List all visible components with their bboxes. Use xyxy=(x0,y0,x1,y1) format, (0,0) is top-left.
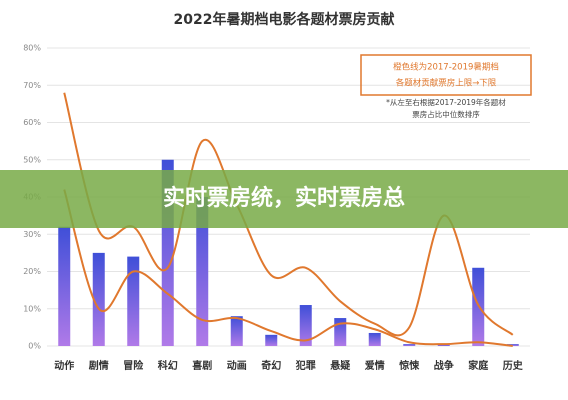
x-tick-label: 惊悚 xyxy=(399,359,420,372)
x-tick-label: 剧情 xyxy=(89,359,109,372)
y-tick-label: 70% xyxy=(23,81,41,90)
bar xyxy=(265,334,278,346)
chart-title: 2022年暑期档电影各题材票房贡献 xyxy=(174,11,395,28)
x-tick-label: 犯罪 xyxy=(295,359,316,372)
x-tick-label: 历史 xyxy=(503,359,524,372)
bar xyxy=(196,197,209,346)
note-text: 各题材贡献票房上限→下限 xyxy=(396,78,497,89)
bar xyxy=(299,305,312,346)
x-tick-label: 科幻 xyxy=(158,359,178,372)
note-text: *从左至右根据2017-2019年各题材 xyxy=(386,97,506,107)
bar xyxy=(58,226,71,346)
bar xyxy=(403,344,416,346)
x-tick-label: 喜剧 xyxy=(192,359,212,372)
bar xyxy=(437,344,450,346)
y-tick-label: 50% xyxy=(23,155,41,164)
line xyxy=(63,189,513,347)
x-tick-label: 动作 xyxy=(54,359,74,372)
y-tick-label: 20% xyxy=(23,267,41,276)
x-tick-label: 爱情 xyxy=(365,359,385,372)
y-tick-label: 80% xyxy=(23,44,41,53)
bar xyxy=(368,332,381,346)
x-tick-label: 战争 xyxy=(434,359,454,372)
x-tick-label: 冒险 xyxy=(123,359,144,372)
bar xyxy=(127,256,140,346)
bar xyxy=(230,316,243,346)
plot: 0%10%20%30%40%50%60%70%80%动作剧情冒险科幻喜剧动画奇幻… xyxy=(23,44,530,372)
x-tick-label: 动画 xyxy=(227,359,247,372)
y-tick-label: 30% xyxy=(23,230,41,239)
x-tick-label: 家庭 xyxy=(468,359,489,372)
note-text: 票房占比中位数排序 xyxy=(412,109,480,119)
banner-text: 实时票房统，实时票房总 xyxy=(163,185,405,211)
note-text: 橙色线为2017-2019暑期档 xyxy=(393,62,499,73)
x-tick-label: 悬疑 xyxy=(329,359,351,372)
y-tick-label: 0% xyxy=(28,342,41,351)
y-tick-label: 10% xyxy=(23,304,41,313)
x-tick-label: 奇幻 xyxy=(261,359,281,372)
y-tick-label: 60% xyxy=(23,118,41,127)
bar xyxy=(92,252,105,346)
banner xyxy=(0,170,568,228)
note-box xyxy=(360,54,532,96)
